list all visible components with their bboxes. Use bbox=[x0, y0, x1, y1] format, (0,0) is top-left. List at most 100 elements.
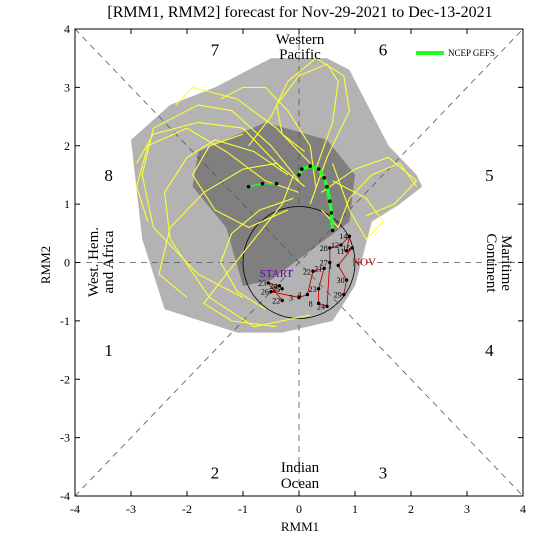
chart-title: [RMM1, RMM2] forecast for Nov-29-2021 to… bbox=[107, 4, 492, 21]
phase-label-3: 3 bbox=[379, 464, 388, 483]
x-tick-label-0: -4 bbox=[70, 502, 80, 516]
ensemble-mean-point-4 bbox=[325, 184, 329, 189]
phase-label-5: 5 bbox=[485, 166, 494, 185]
observed-point-9 bbox=[322, 266, 326, 271]
region-west-hem-africa-line1: West. Hem. bbox=[86, 227, 102, 297]
y-tick-label-5: 1 bbox=[64, 197, 70, 211]
observed-point-4 bbox=[280, 287, 284, 291]
observed-day-label-9: 21 bbox=[314, 264, 322, 273]
phase-label-4: 4 bbox=[485, 341, 494, 360]
ensemble-mean-point-8 bbox=[300, 167, 304, 171]
observed-day-label-17: 11 bbox=[337, 247, 345, 256]
legend-label-ncep-gefs: NCEP GEFS bbox=[448, 48, 495, 58]
phase-label-1: 1 bbox=[104, 341, 113, 360]
observed-day-label-6: 3 bbox=[289, 294, 293, 303]
unit-circle bbox=[242, 206, 356, 319]
phase-label-8: 8 bbox=[104, 166, 113, 185]
observed-day-label-13: 27 bbox=[320, 259, 328, 268]
ensemble-member-8 bbox=[332, 163, 384, 241]
ensemble-member-13 bbox=[191, 133, 289, 229]
region-western-pacific: Western Pacific bbox=[276, 32, 325, 63]
ensemble-mean-point-6 bbox=[316, 167, 321, 171]
observed-point-17 bbox=[344, 249, 349, 253]
observed-point-1 bbox=[280, 298, 284, 303]
observed-day-label-3: 24 bbox=[269, 282, 277, 291]
observed-point-7 bbox=[305, 292, 310, 297]
observed-point-10 bbox=[316, 287, 321, 291]
region-indian-ocean-line2: Ocean bbox=[281, 476, 320, 492]
observed-point-16 bbox=[347, 234, 352, 238]
phase-label-2: 2 bbox=[211, 464, 220, 483]
ensemble-member-9 bbox=[136, 121, 283, 170]
ensemble-member-12 bbox=[321, 162, 418, 229]
observed-day-label-16: 14 bbox=[339, 232, 347, 241]
observed-day-label-19: 1 bbox=[328, 261, 332, 270]
region-maritime-continent-line2: Continent bbox=[483, 233, 499, 293]
observed-day-label-14: 28 bbox=[320, 244, 328, 253]
observed-day-label-7: 4 bbox=[297, 291, 301, 300]
y-tick-label-2: -2 bbox=[60, 372, 70, 386]
x-tick-label-4: 0 bbox=[296, 502, 302, 516]
ensemble-mean-point-5 bbox=[322, 176, 327, 180]
observed-point-2 bbox=[266, 281, 270, 285]
observed-day-label-4: 25 bbox=[272, 285, 280, 294]
observed-day-label-15: 12 bbox=[331, 241, 339, 250]
observed-point-21 bbox=[342, 292, 346, 297]
observed-point-14 bbox=[328, 246, 332, 250]
ensemble-mean-west-point-1 bbox=[274, 181, 279, 186]
ensemble-mean-point-2 bbox=[329, 211, 334, 215]
region-indian-ocean-line1: Indian bbox=[281, 460, 320, 476]
phase-label-7: 7 bbox=[211, 40, 220, 59]
observed-point-3 bbox=[277, 284, 282, 288]
ensemble-mean-point-3 bbox=[328, 199, 332, 204]
x-axis-label: RMM1 bbox=[281, 519, 319, 534]
ensemble-mean-west-point-2 bbox=[260, 181, 265, 186]
x-tick-label-2: -2 bbox=[182, 502, 192, 516]
ensemble-mean-west-point-3 bbox=[246, 184, 251, 189]
ensemble-member-14 bbox=[220, 86, 317, 187]
ensemble-member-15 bbox=[202, 174, 294, 328]
ensemble-member-7 bbox=[219, 197, 294, 310]
observed-day-label-21: 29 bbox=[334, 291, 342, 300]
ensemble-member-1 bbox=[164, 139, 311, 328]
ensemble-spread-inner bbox=[192, 122, 355, 286]
observed-day-label-10: 23 bbox=[309, 285, 317, 294]
month-label-nov: NOV bbox=[352, 256, 376, 268]
observed-day-label-11: 8 bbox=[309, 299, 313, 308]
y-axis-label: RMM2 bbox=[38, 246, 53, 284]
y-tick-label-0: -4 bbox=[60, 489, 70, 503]
observed-point-11 bbox=[316, 301, 321, 306]
observed-day-label-5: 26 bbox=[261, 288, 269, 297]
x-tick-label-1: -3 bbox=[126, 502, 136, 516]
observed-point-12 bbox=[325, 304, 329, 308]
legend: NCEP GEFS bbox=[416, 48, 495, 58]
y-tick-label-8: 4 bbox=[64, 22, 70, 36]
region-indian-ocean: Indian Ocean bbox=[281, 460, 320, 492]
ensemble-mean-point-9 bbox=[297, 173, 301, 177]
y-tick-label-1: -3 bbox=[60, 431, 70, 445]
observed-day-label-12: 24 bbox=[317, 302, 325, 311]
observed-day-label-20: 30 bbox=[337, 276, 345, 285]
y-tick-label-3: -1 bbox=[60, 314, 70, 328]
region-west-hem-africa: West. Hem. and Africa bbox=[86, 227, 117, 297]
observed-day-label-2: 23 bbox=[258, 279, 266, 288]
phase-label-6: 6 bbox=[379, 40, 388, 59]
x-tick-label-5: 1 bbox=[352, 502, 358, 516]
x-tick-label-6: 2 bbox=[408, 502, 414, 516]
region-western-pacific-line2: Pacific bbox=[279, 47, 321, 63]
region-west-hem-africa-line2: and Africa bbox=[101, 230, 117, 293]
observed-point-18 bbox=[350, 246, 354, 250]
ensemble-mean-point-7 bbox=[308, 164, 313, 168]
observed-day-label-18: 15 bbox=[342, 244, 350, 253]
ensemble-member-10 bbox=[175, 86, 311, 164]
diagonal-divider-nw bbox=[74, 28, 524, 497]
x-tick-label-8: 4 bbox=[520, 502, 526, 516]
y-tick-label-6: 2 bbox=[64, 139, 70, 153]
region-maritime-continent-line1: Maritime bbox=[498, 235, 514, 291]
observed-point-20 bbox=[344, 278, 349, 282]
observed-day-label-1: 22 bbox=[272, 296, 280, 305]
start-label: START bbox=[260, 268, 294, 280]
observed-point-15 bbox=[339, 243, 343, 247]
